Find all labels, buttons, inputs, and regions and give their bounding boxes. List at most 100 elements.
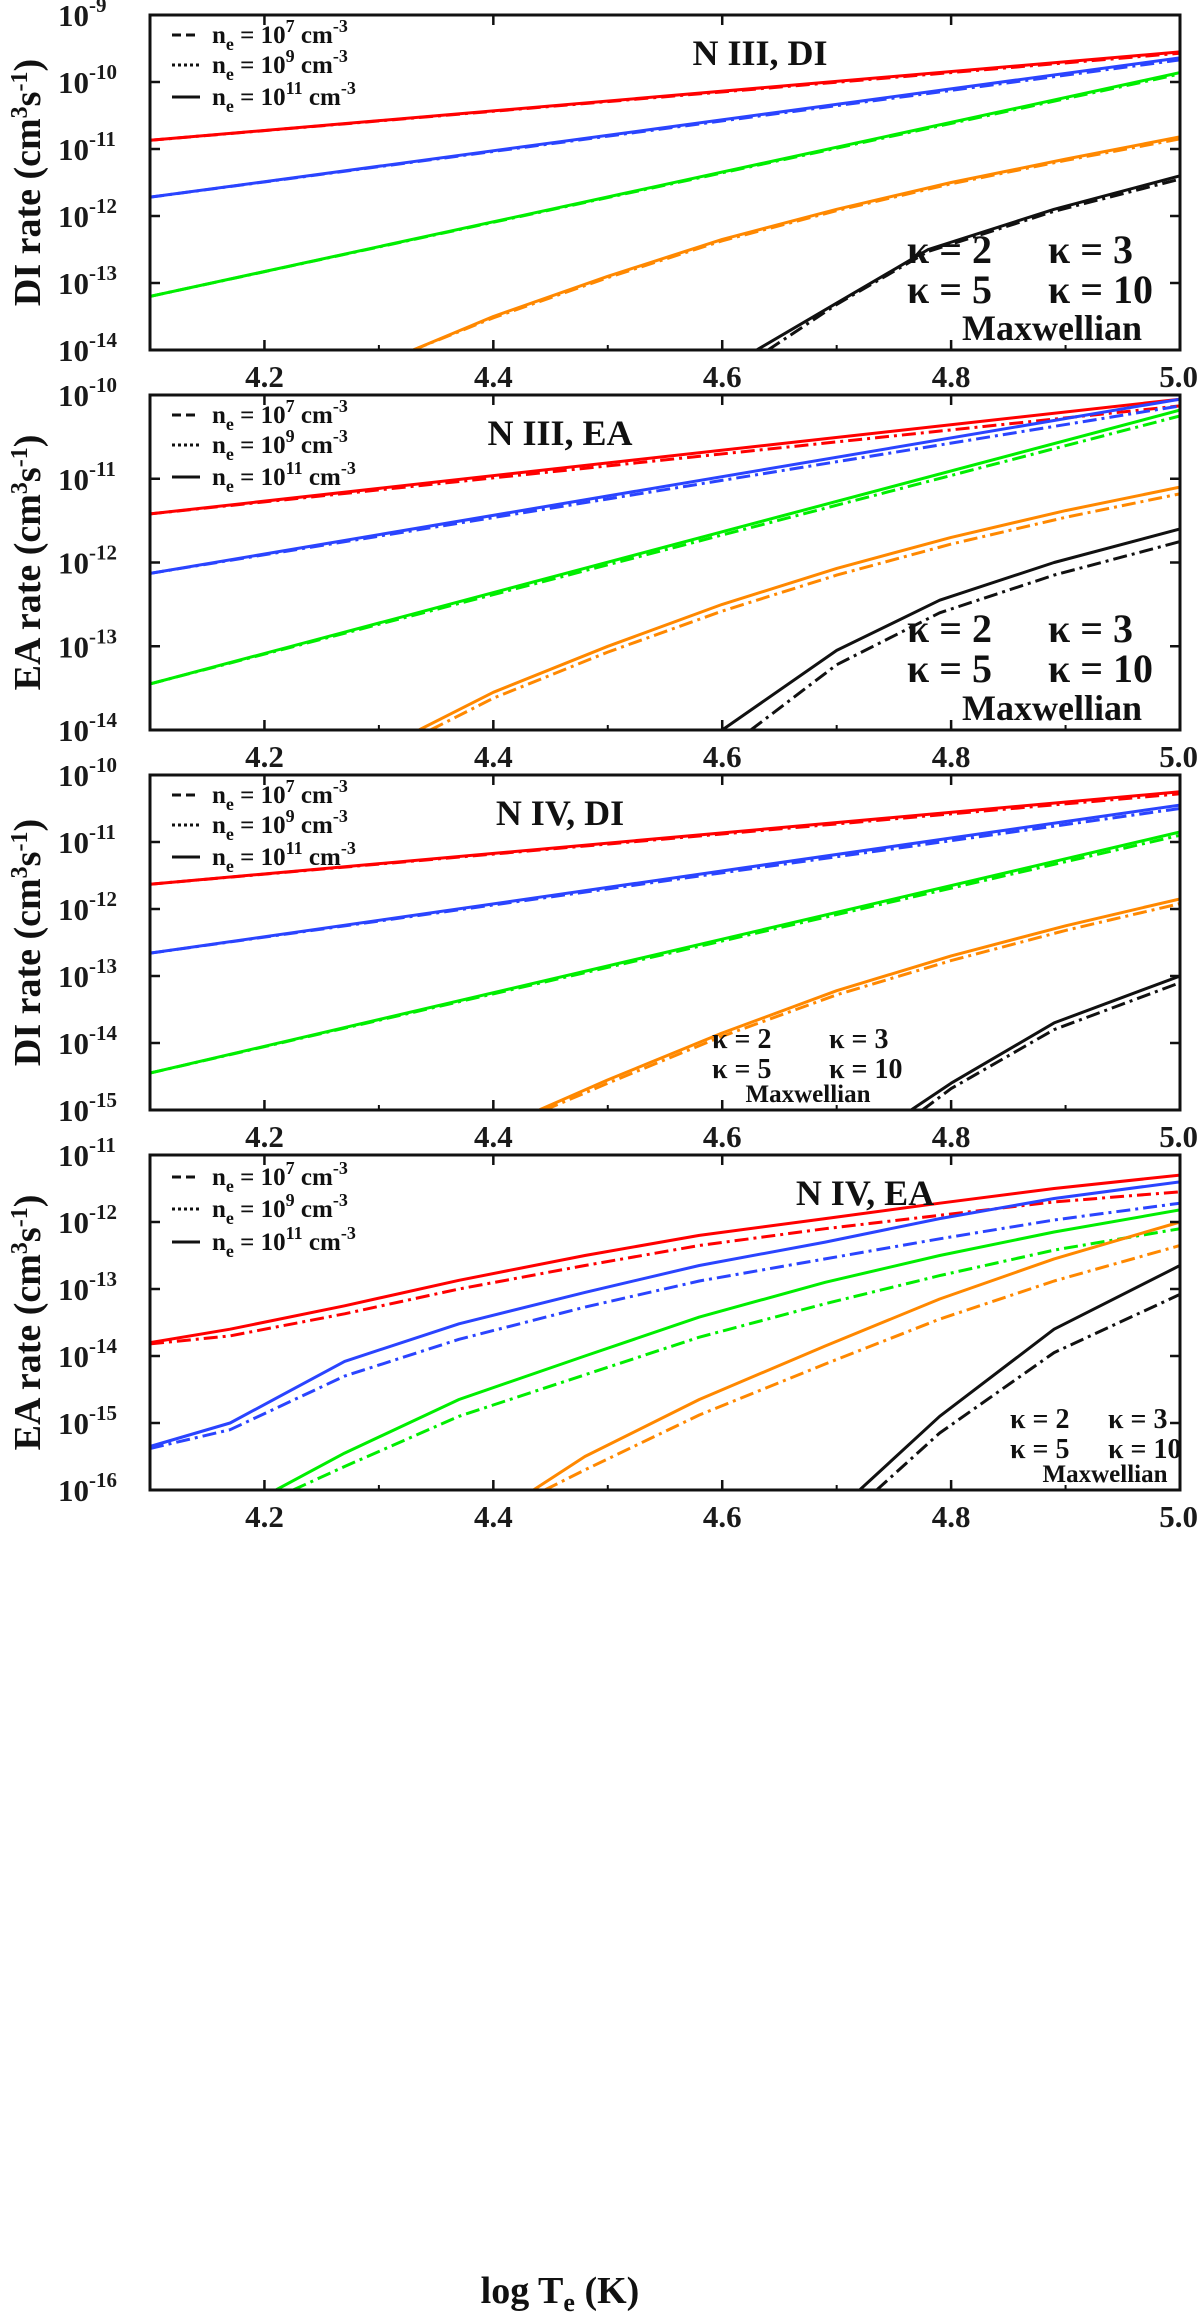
y-tick-label: 10-15 (58, 1401, 117, 1441)
y-tick-label: 10-12 (58, 887, 117, 927)
y-tick-base: 10 (58, 65, 89, 100)
series-line (875, 1293, 1180, 1490)
legend-unit: cm (295, 1164, 333, 1191)
series-line (150, 408, 1180, 686)
y-tick-exponent: -12 (89, 194, 117, 218)
legend-ne-sub: e (226, 1241, 234, 1261)
legend-eq: = 10 (234, 782, 286, 809)
x-tick-label: 4.2 (245, 1499, 284, 1534)
legend-exp: 11 (286, 78, 303, 98)
legend-unit: cm (295, 432, 333, 459)
y-tick-base: 10 (58, 199, 89, 234)
y-axis-label-unit: s (7, 852, 49, 867)
legend-unit: cm (303, 844, 341, 871)
y-tick-label: 10-13 (58, 261, 117, 301)
series-line (532, 1220, 1180, 1490)
legend-ne: n (212, 464, 226, 491)
kappa-label-k10: κ = 10 (1048, 646, 1153, 691)
y-tick-base: 10 (58, 1339, 89, 1374)
series-line (150, 58, 1180, 199)
y-axis-label-unit: ) (7, 59, 49, 72)
panel-title: N III, EA (487, 413, 632, 453)
y-tick-exponent: -9 (89, 0, 107, 17)
y-tick-base: 10 (58, 892, 89, 927)
x-tick-label: 5.0 (1159, 1119, 1198, 1154)
kappa-label-k3: κ = 3 (1108, 1404, 1168, 1435)
legend-unit: cm (295, 22, 333, 49)
y-tick-exponent: -12 (89, 541, 117, 565)
legend-unit-exp: -3 (333, 16, 348, 36)
legend-ne-sub: e (226, 64, 234, 84)
legend-label: ne = 109 cm-3 (212, 426, 348, 464)
kappa-label-max: Maxwellian (746, 1081, 871, 1108)
y-tick-base: 10 (58, 462, 89, 497)
series-line (150, 414, 1180, 686)
series-line (910, 974, 1180, 1110)
y-tick-base: 10 (58, 1138, 89, 1173)
series-line (749, 540, 1180, 730)
legend-label: ne = 107 cm-3 (212, 396, 348, 434)
series-line (150, 404, 1180, 575)
y-axis-label: EA rate (cm3s-1) (7, 435, 49, 691)
series-line (412, 137, 1180, 350)
legend-label: ne = 109 cm-3 (212, 1190, 348, 1228)
legend-ne-sub: e (226, 34, 234, 54)
y-tick-label: 10-12 (58, 1200, 117, 1240)
legend-ne-sub: e (226, 1176, 234, 1196)
kappa-label-k5: κ = 5 (907, 646, 992, 691)
y-tick-label: 10-14 (58, 708, 117, 748)
y-axis-label-unit: s (7, 1227, 49, 1242)
y-axis-label-unit: (cm (7, 1254, 49, 1325)
legend-unit-exp: -3 (341, 1223, 356, 1243)
series-line (544, 902, 1180, 1110)
x-tick-label: 4.8 (932, 1119, 971, 1154)
y-tick-exponent: -11 (89, 127, 116, 151)
legend-unit-exp: -3 (341, 78, 356, 98)
kappa-label-max: Maxwellian (962, 688, 1142, 728)
y-axis-label-unit: ) (7, 819, 49, 832)
y-tick-exponent: -13 (89, 261, 117, 285)
y-tick-base: 10 (58, 959, 89, 994)
legend-exp: 7 (286, 396, 295, 416)
legend-label: ne = 107 cm-3 (212, 776, 348, 814)
x-tick-label: 4.2 (245, 1119, 284, 1154)
y-tick-base: 10 (58, 266, 89, 301)
y-axis-label-exp: -1 (7, 72, 33, 92)
panel-3: 4.2 4.4 4.6 4.8 5.010-1510-1410-1310-1210-11… (7, 753, 1198, 1154)
y-tick-exponent: -13 (89, 1267, 117, 1291)
y-tick-exponent: -12 (89, 887, 117, 911)
legend-eq: = 10 (234, 432, 286, 459)
legend-label: ne = 1011 cm-3 (212, 838, 356, 876)
y-axis-label-unit: s (7, 92, 49, 107)
plot-frame (148, 13, 1182, 352)
y-axis-label-exp: -1 (7, 447, 33, 467)
series-line (150, 807, 1180, 955)
y-tick-base: 10 (58, 132, 89, 167)
legend-unit: cm (303, 1229, 341, 1256)
plot-area (150, 50, 1180, 350)
y-axis-label: DI rate (cm3s-1) (7, 819, 49, 1066)
y-axis-label: EA rate (cm3s-1) (7, 1195, 49, 1451)
legend-label: ne = 107 cm-3 (212, 16, 348, 54)
y-tick-base: 10 (58, 0, 89, 33)
y-tick-base: 10 (58, 1406, 89, 1441)
kappa-label-k10: κ = 10 (1048, 267, 1153, 312)
legend-exp: 11 (286, 838, 303, 858)
series-line (150, 830, 1180, 1075)
legend-unit: cm (295, 1196, 333, 1223)
y-tick-label: 10-11 (58, 820, 116, 860)
legend-eq: = 10 (234, 1164, 286, 1191)
legend-ne-sub: e (226, 794, 234, 814)
y-axis-label-exp: -1 (7, 832, 33, 852)
y-tick-base: 10 (58, 758, 89, 793)
y-axis-label-exp: 3 (7, 1242, 33, 1254)
legend-eq: = 10 (234, 22, 286, 49)
legend-eq: = 10 (234, 844, 286, 871)
series-line (150, 792, 1180, 886)
y-axis-label: DI rate (cm3s-1) (7, 59, 49, 306)
x-tick-label: 4.4 (474, 359, 513, 394)
y-tick-exponent: -15 (89, 1088, 117, 1112)
legend-unit: cm (295, 782, 333, 809)
kappa-label-k10: κ = 10 (1108, 1434, 1182, 1465)
legend-ne: n (212, 52, 226, 79)
